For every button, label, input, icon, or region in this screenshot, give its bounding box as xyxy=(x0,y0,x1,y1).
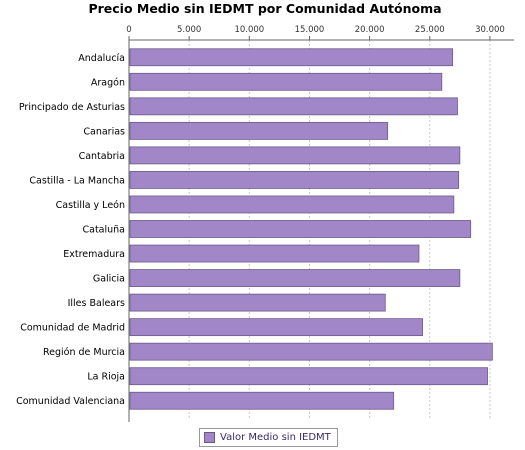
bar xyxy=(129,146,461,165)
x-axis-ticks: 0 5.000 10.000 15.000 20.000 25.000 30.000 xyxy=(126,25,514,41)
category-label: La Rioja xyxy=(87,372,125,383)
category-label: Castilla - La Mancha xyxy=(29,175,125,186)
bar xyxy=(129,293,386,312)
category-label: Principado de Asturias xyxy=(19,102,125,113)
x-tick-label: 0 xyxy=(126,25,131,35)
legend-swatch xyxy=(204,432,215,443)
category-label: Castilla y León xyxy=(56,200,125,211)
category-label: Cantabria xyxy=(79,151,125,162)
bar xyxy=(129,342,493,361)
x-tick-label: 5.000 xyxy=(177,25,201,35)
legend-label: Valor Medio sin IEDMT xyxy=(220,432,331,443)
bars xyxy=(129,48,493,410)
bar xyxy=(129,97,458,116)
category-label: Andalucía xyxy=(78,53,125,64)
category-label: Illes Balears xyxy=(68,298,125,309)
x-tick-label: 15.000 xyxy=(295,25,325,35)
bar xyxy=(129,367,488,386)
category-label: Canarias xyxy=(83,126,125,137)
bar xyxy=(129,195,455,214)
bar xyxy=(129,269,461,287)
bar xyxy=(129,72,443,91)
chart-title: Precio Medio sin IEDMT por Comunidad Aut… xyxy=(88,1,441,16)
category-label: Aragón xyxy=(91,77,125,88)
bar xyxy=(129,171,460,189)
category-labels: Andalucía Aragón Principado de Asturias Can… xyxy=(16,53,125,407)
bar xyxy=(129,121,389,140)
bar xyxy=(129,244,420,263)
x-tick-label: 10.000 xyxy=(234,25,264,35)
legend: Valor Medio sin IEDMT xyxy=(199,428,338,447)
bar xyxy=(129,48,454,67)
x-tick-label: 30.000 xyxy=(475,25,505,35)
category-label: Galicia xyxy=(93,274,125,285)
bar xyxy=(129,318,423,337)
category-label: Extremadura xyxy=(63,249,125,260)
x-tick-label: 20.000 xyxy=(355,25,385,35)
category-label: Región de Murcia xyxy=(43,347,125,358)
bar xyxy=(129,391,395,410)
category-label: Comunidad de Madrid xyxy=(20,323,125,334)
x-tick-label: 25.000 xyxy=(415,25,445,35)
category-label: Cataluña xyxy=(82,225,125,236)
category-label: Comunidad Valenciana xyxy=(16,396,125,407)
bar xyxy=(129,220,472,238)
